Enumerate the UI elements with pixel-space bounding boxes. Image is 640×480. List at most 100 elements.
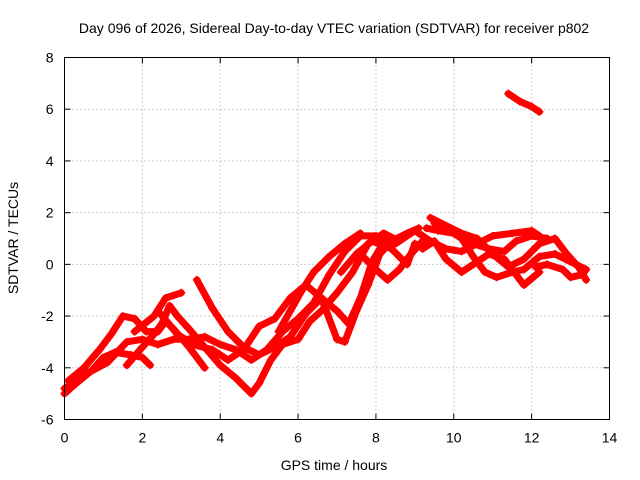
data-point-marker: [356, 229, 365, 238]
series-track-14: [426, 214, 590, 284]
data-point-marker: [519, 265, 528, 274]
data-point-marker: [457, 229, 466, 238]
data-point-marker: [185, 325, 194, 333]
data-point-marker: [336, 268, 345, 277]
y-tick-label: 2: [46, 205, 54, 221]
data-point-marker: [309, 268, 318, 277]
data-point-marker: [566, 273, 575, 282]
x-tick-label: 4: [216, 430, 224, 446]
data-point-marker: [255, 350, 264, 359]
data-point-marker: [551, 250, 559, 259]
data-point-marker: [484, 250, 493, 259]
data-point-marker: [473, 234, 482, 243]
data-point-marker: [297, 286, 306, 295]
data-point-marker: [488, 231, 497, 240]
data-point-marker: [430, 237, 439, 246]
data-point-marker: [512, 237, 521, 246]
data-point-marker: [208, 304, 217, 313]
y-tick-label: -6: [41, 412, 54, 428]
series-track-3: [61, 227, 419, 392]
data-point-marker: [200, 332, 209, 341]
data-point-marker: [340, 247, 349, 256]
data-point-marker: [519, 281, 528, 290]
data-point-marker: [325, 252, 334, 261]
data-point-marker: [383, 231, 392, 240]
series-track-4: [123, 229, 403, 398]
data-point-marker: [527, 102, 536, 111]
data-point-marker: [578, 270, 587, 279]
data-point-marker: [410, 239, 419, 248]
y-tick-label: 6: [46, 101, 54, 117]
data-point-marker: [192, 275, 201, 284]
data-point-marker: [216, 340, 225, 349]
data-point-marker: [286, 293, 295, 302]
data-point-marker: [422, 224, 431, 233]
data-series: [60, 89, 591, 398]
data-point-marker: [325, 270, 334, 279]
data-point-marker: [138, 353, 147, 362]
data-point-marker: [410, 226, 419, 235]
data-point-marker: [403, 260, 412, 269]
data-point-marker: [150, 330, 159, 339]
data-point-marker: [543, 260, 552, 269]
data-point-marker: [216, 361, 225, 370]
data-point-marker: [274, 327, 283, 336]
x-tick-label: 0: [61, 430, 69, 446]
data-point-marker: [270, 343, 279, 352]
data-point-marker: [375, 250, 384, 259]
data-point-marker: [286, 306, 295, 315]
data-point-marker: [582, 275, 591, 284]
data-point-marker: [480, 268, 489, 277]
data-point-marker: [286, 332, 295, 341]
data-point-marker: [270, 314, 279, 323]
data-point-marker: [395, 265, 404, 274]
data-point-marker: [247, 356, 256, 365]
data-point-marker: [403, 229, 412, 238]
chart-title: Day 096 of 2026, Sidereal Day-to-day VTE…: [79, 20, 589, 36]
series-track-10: [337, 237, 419, 276]
data-point-marker: [368, 237, 377, 246]
data-point-marker: [562, 250, 571, 259]
data-point-marker: [492, 273, 501, 282]
data-point-marker: [352, 250, 361, 259]
data-point-marker: [224, 356, 232, 365]
data-point-marker: [508, 229, 517, 238]
data-point-marker: [500, 255, 509, 264]
data-point-marker: [469, 260, 478, 269]
y-tick-label: -2: [41, 308, 54, 324]
x-tick-label: 6: [294, 430, 302, 446]
x-tick-label: 12: [524, 430, 540, 446]
data-point-marker: [457, 247, 466, 256]
series-track-17: [504, 90, 543, 116]
data-point-marker: [99, 353, 108, 362]
data-point-marker: [333, 288, 341, 297]
data-point-marker: [138, 343, 147, 352]
x-tick-label: 10: [446, 430, 462, 446]
data-point-marker: [371, 265, 380, 274]
data-point-marker: [83, 368, 92, 377]
data-point-marker: [247, 389, 256, 398]
data-point-marker: [150, 312, 159, 321]
data-point-marker: [231, 374, 240, 383]
data-point-marker: [130, 327, 139, 336]
data-point-marker: [294, 335, 303, 344]
data-point-marker: [333, 306, 341, 315]
data-point-marker: [531, 262, 540, 271]
data-point-marker: [426, 213, 435, 222]
data-point-marker: [317, 293, 326, 302]
x-tick-label: 8: [372, 430, 380, 446]
data-point-marker: [146, 361, 155, 370]
data-point-marker: [173, 330, 182, 339]
x-tick-label: 2: [138, 430, 146, 446]
data-point-marker: [504, 89, 513, 98]
series-track-7: [131, 289, 185, 336]
data-point-marker: [208, 345, 217, 354]
data-point-marker: [305, 317, 314, 326]
data-point-marker: [551, 234, 559, 243]
data-point-marker: [200, 363, 209, 372]
data-point-marker: [95, 345, 104, 354]
series-track-12: [430, 219, 590, 281]
data-point-marker: [122, 337, 131, 346]
data-point-marker: [161, 293, 170, 302]
